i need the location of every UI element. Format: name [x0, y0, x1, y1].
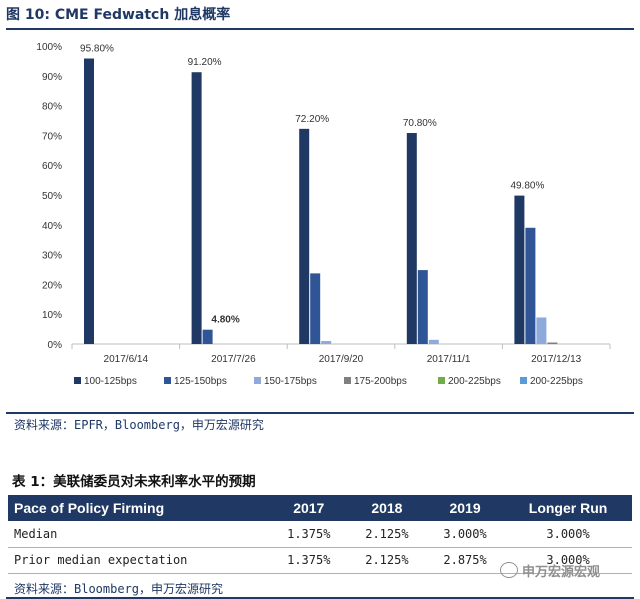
bar-175-200bps — [547, 342, 558, 344]
bottom-rule — [6, 597, 634, 599]
watermark-text: 申万宏源宏观 — [522, 564, 601, 580]
bar-125-150bps — [525, 227, 536, 344]
legend-swatch — [520, 377, 527, 384]
table-cell: Prior median expectation — [8, 547, 270, 574]
legend-label: 125-150bps — [174, 376, 227, 387]
y-tick-label: 80% — [42, 102, 62, 113]
policy-table: Pace of Policy Firming 2017 2018 2019 Lo… — [8, 495, 632, 574]
legend-swatch — [344, 377, 351, 384]
data-label: 91.20% — [188, 57, 222, 68]
header-cell: 2019 — [425, 495, 505, 521]
bar-100-125bps — [84, 58, 94, 345]
table-row: Prior median expectation 1.375% 2.125% 2… — [8, 547, 632, 574]
bar-chart: 0% 10% 20% 30% 40% 50% 60% 70% 80% 90% 100% 2017/6/… — [36, 42, 611, 387]
header-cell: Pace of Policy Firming — [8, 495, 270, 521]
header-cell: Longer Run — [504, 495, 632, 521]
x-tick-label: 2017/6/14 — [104, 354, 149, 365]
legend-label: 100-125bps — [84, 376, 137, 387]
bar-150-175bps — [536, 317, 547, 344]
legend-label: 150-175bps — [264, 376, 317, 387]
y-tick-label: 70% — [42, 131, 62, 142]
table-source: 资料来源：Bloomberg，申万宏源研究 — [14, 582, 224, 596]
table-cell: 1.375% — [269, 521, 348, 548]
table-cell: 2.125% — [347, 547, 426, 574]
table-cell: 2.875% — [425, 547, 505, 574]
x-tick-label: 2017/12/13 — [531, 354, 581, 365]
header-cell: 2017 — [269, 495, 348, 521]
legend-swatch — [254, 377, 261, 384]
legend-swatch — [438, 377, 445, 384]
bar-150-175bps — [428, 339, 439, 344]
x-tick-label: 2017/11/1 — [427, 354, 471, 365]
legend-swatch — [74, 377, 81, 384]
bar-100-125bps — [299, 128, 310, 344]
bar-125-150bps — [202, 329, 213, 344]
legend-swatch — [164, 377, 171, 384]
legend-label: 200-225bps — [530, 376, 583, 387]
legend-label: 175-200bps — [354, 376, 407, 387]
bar-100-125bps — [406, 133, 417, 344]
y-tick-label: 10% — [42, 310, 62, 321]
y-tick-label: 0% — [48, 340, 63, 351]
data-label: 95.80% — [80, 44, 114, 55]
table-cell: 3.000% — [425, 521, 505, 548]
y-tick-label: 40% — [42, 221, 62, 232]
figure-title: 图 10: CME Fedwatch 加息概率 — [6, 7, 231, 23]
y-tick-label: 50% — [42, 191, 62, 202]
wechat-icon — [500, 562, 518, 578]
bar-100-125bps — [514, 195, 525, 344]
table-header-row: Pace of Policy Firming 2017 2018 2019 Lo… — [8, 495, 632, 521]
bar-150-175bps — [321, 341, 332, 344]
source-rule — [6, 412, 634, 414]
y-tick-label: 30% — [42, 251, 62, 262]
watermark: 申万宏源宏观 — [500, 560, 636, 580]
data-label: 72.20% — [295, 114, 329, 125]
data-label: 4.80% — [211, 315, 239, 326]
title-rule — [6, 28, 634, 30]
table-cell: 2.125% — [347, 521, 426, 548]
table-cell: 3.000% — [504, 547, 632, 574]
x-tick-label: 2017/7/26 — [211, 354, 256, 365]
data-label: 70.80% — [403, 118, 437, 129]
x-tick-label: 2017/9/20 — [319, 354, 364, 365]
bar-100-125bps — [191, 72, 202, 344]
table-cell: Median — [8, 521, 270, 548]
chart-source: 资料来源：EPFR，Bloomberg，申万宏源研究 — [14, 418, 264, 432]
table-row: Median 1.375% 2.125% 3.000% 3.000% — [8, 521, 632, 548]
table-cell: 3.000% — [504, 521, 632, 548]
y-tick-label: 100% — [36, 42, 62, 53]
data-label: 49.80% — [510, 181, 544, 192]
legend-label: 200-225bps — [448, 376, 501, 387]
header-cell: 2018 — [347, 495, 426, 521]
y-tick-label: 90% — [42, 72, 62, 83]
bar-125-150bps — [310, 273, 321, 344]
table-cell: 1.375% — [269, 547, 348, 574]
table-title: 表 1：美联储委员对未来利率水平的预期 — [12, 474, 256, 490]
bar-125-150bps — [417, 270, 428, 344]
y-tick-label: 20% — [42, 280, 62, 291]
y-tick-label: 60% — [42, 161, 62, 172]
